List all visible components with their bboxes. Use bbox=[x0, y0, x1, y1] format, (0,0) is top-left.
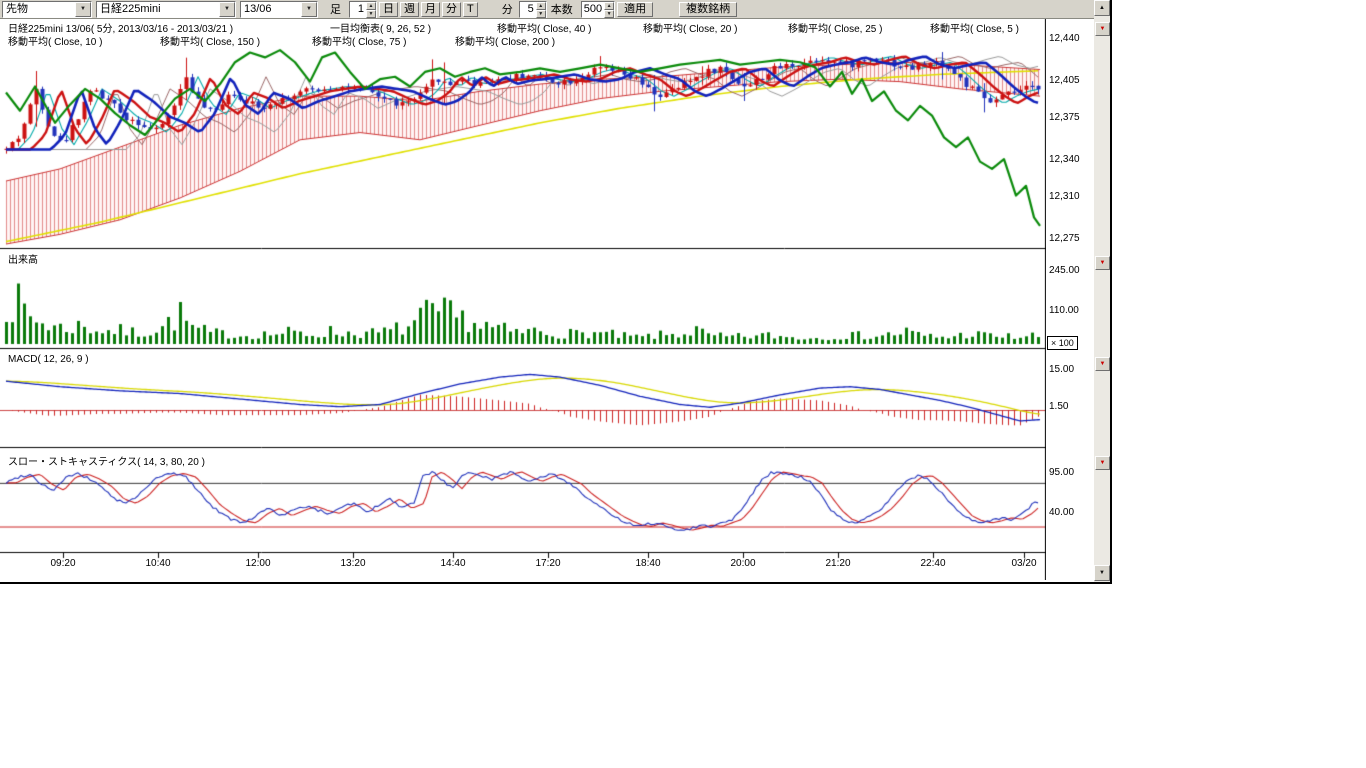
period-type-label: 足 bbox=[330, 1, 341, 17]
macd-axis-label: 15.00 bbox=[1049, 364, 1074, 375]
volume-axis-label: 245.00 bbox=[1049, 265, 1080, 276]
minute-value: 5 bbox=[520, 2, 536, 17]
scroll-down-button[interactable]: ▼ bbox=[1094, 565, 1110, 581]
time-axis-label: 21:20 bbox=[816, 558, 860, 569]
spin-down-icon[interactable]: ▼ bbox=[366, 10, 376, 18]
time-axis-label: 18:40 bbox=[626, 558, 670, 569]
stoch-panel-menu-button[interactable]: ▼ bbox=[1095, 456, 1110, 470]
time-axis-label: 20:00 bbox=[721, 558, 765, 569]
bar-count-spinner[interactable]: 500 ▲ ▼ bbox=[581, 1, 615, 18]
instrument-type-value: 先物 bbox=[3, 2, 75, 17]
spin-up-icon[interactable]: ▲ bbox=[366, 2, 376, 10]
chart-application-window: 先物 ▼ 日経225mini ▼ 13/06 ▼ 足 1 ▲ ▼ 日 週 月 分… bbox=[0, 0, 1112, 584]
symbol-value: 日経225mini bbox=[97, 2, 219, 17]
scroll-up-icon: ▲ bbox=[1099, 5, 1105, 11]
time-axis-label: 09:20 bbox=[41, 558, 85, 569]
period-tick-button[interactable]: T bbox=[463, 2, 478, 17]
price-axis-label: 12,375 bbox=[1049, 112, 1080, 123]
apply-button[interactable]: 適用 bbox=[617, 2, 653, 17]
price-panel-menu-button[interactable]: ▼ bbox=[1095, 22, 1110, 36]
chevron-down-icon[interactable]: ▼ bbox=[219, 2, 235, 17]
period-week-button[interactable]: 週 bbox=[400, 2, 419, 17]
contract-month-select[interactable]: 13/06 ▼ bbox=[240, 1, 318, 18]
time-axis-label: 17:20 bbox=[526, 558, 570, 569]
bar-count-value: 500 bbox=[582, 2, 604, 17]
price-axis-label: 12,405 bbox=[1049, 75, 1080, 86]
scroll-up-button[interactable]: ▲ bbox=[1094, 0, 1110, 16]
spin-down-icon[interactable]: ▼ bbox=[604, 10, 614, 18]
multi-symbol-button[interactable]: 複数銘柄 bbox=[679, 2, 737, 17]
time-axis-label: 22:40 bbox=[911, 558, 955, 569]
price-axis-label: 12,440 bbox=[1049, 33, 1080, 44]
minute-spinner[interactable]: 5 ▲ ▼ bbox=[519, 1, 547, 18]
panel-menu-icon: ▼ bbox=[1100, 460, 1106, 466]
period-minute-button[interactable]: 分 bbox=[442, 2, 461, 17]
contract-month-value: 13/06 bbox=[241, 2, 301, 17]
volume-panel-menu-button[interactable]: ▼ bbox=[1095, 256, 1110, 270]
spin-down-icon[interactable]: ▼ bbox=[536, 10, 546, 18]
macd-axis-label: 1.50 bbox=[1049, 401, 1068, 412]
symbol-select[interactable]: 日経225mini ▼ bbox=[96, 1, 236, 18]
period-month-button[interactable]: 月 bbox=[421, 2, 440, 17]
chevron-down-icon[interactable]: ▼ bbox=[75, 2, 91, 17]
bar-count-label: 本数 bbox=[551, 1, 573, 17]
instrument-type-select[interactable]: 先物 ▼ bbox=[2, 1, 92, 18]
scroll-down-icon: ▼ bbox=[1099, 570, 1105, 576]
time-axis-label: 03/20 bbox=[1002, 558, 1046, 569]
chevron-down-icon[interactable]: ▼ bbox=[301, 2, 317, 17]
time-axis-label: 13:20 bbox=[331, 558, 375, 569]
price-axis-label: 12,340 bbox=[1049, 154, 1080, 165]
time-axis-label: 12:00 bbox=[236, 558, 280, 569]
toolbar: 先物 ▼ 日経225mini ▼ 13/06 ▼ 足 1 ▲ ▼ 日 週 月 分… bbox=[0, 0, 1094, 19]
macd-panel-menu-button[interactable]: ▼ bbox=[1095, 357, 1110, 371]
stoch-axis-label: 40.00 bbox=[1049, 507, 1074, 518]
spin-up-icon[interactable]: ▲ bbox=[604, 2, 614, 10]
chart-canvas[interactable] bbox=[0, 18, 1046, 580]
panel-menu-icon: ▼ bbox=[1100, 26, 1106, 32]
stoch-axis-label: 95.00 bbox=[1049, 467, 1074, 478]
interval-spinner[interactable]: 1 ▲ ▼ bbox=[349, 1, 377, 18]
panel-menu-icon: ▼ bbox=[1100, 361, 1106, 367]
panel-menu-icon: ▼ bbox=[1100, 260, 1106, 266]
minute-unit-label: 分 bbox=[502, 1, 513, 17]
time-axis-label: 10:40 bbox=[136, 558, 180, 569]
interval-value: 1 bbox=[350, 2, 366, 17]
time-axis-label: 14:40 bbox=[431, 558, 475, 569]
spin-up-icon[interactable]: ▲ bbox=[536, 2, 546, 10]
price-axis-label: 12,275 bbox=[1049, 233, 1080, 244]
vertical-scrollbar[interactable]: ▲ ▼ bbox=[1094, 0, 1110, 582]
period-day-button[interactable]: 日 bbox=[379, 2, 398, 17]
volume-axis-label: 110.00 bbox=[1049, 305, 1079, 316]
volume-multiplier-badge: × 100 bbox=[1047, 336, 1078, 350]
price-axis-label: 12,310 bbox=[1049, 191, 1080, 202]
